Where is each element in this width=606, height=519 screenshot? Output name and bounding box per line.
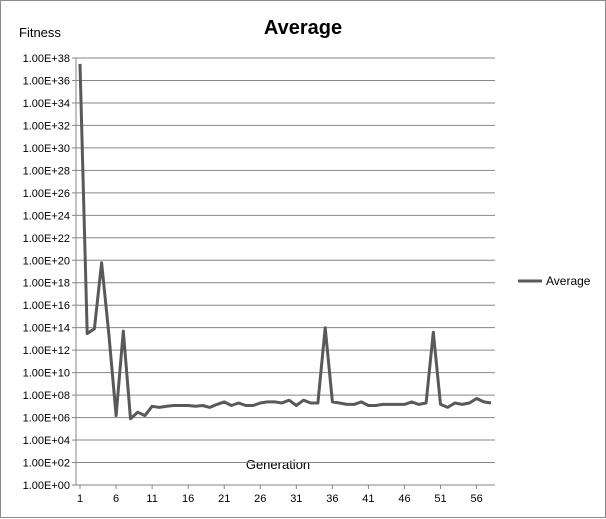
y-tick-label: 1.00E+32 bbox=[23, 120, 70, 132]
x-tick-label: 11 bbox=[146, 493, 157, 505]
x-tick-label: 56 bbox=[470, 493, 482, 505]
y-tick-label: 1.00E+24 bbox=[23, 210, 70, 222]
x-tick-label: 21 bbox=[218, 493, 230, 505]
y-tick-label: 1.00E+38 bbox=[23, 53, 70, 65]
x-tick-label: 51 bbox=[434, 493, 446, 505]
y-tick-label: 1.00E+14 bbox=[23, 323, 70, 335]
y-tick-label: 1.00E+30 bbox=[23, 143, 70, 155]
x-tick-label: 26 bbox=[254, 493, 266, 505]
gridlines bbox=[72, 57, 495, 486]
series-line-average bbox=[78, 63, 492, 421]
chart-title: Average bbox=[264, 17, 342, 39]
y-tick-label: 1.00E+16 bbox=[23, 300, 70, 312]
y-tick-label: 1.00E+28 bbox=[23, 165, 70, 177]
x-tick-label: 16 bbox=[182, 493, 194, 505]
y-tick-labels: 1.00E+00 1.00E+02 1.00E+04 1.00E+06 1.00E+08… bbox=[23, 53, 70, 492]
x-tick-label: 46 bbox=[398, 493, 410, 505]
y-tick-label: 1.00E+10 bbox=[23, 368, 70, 380]
axes bbox=[75, 58, 495, 486]
x-tick-label: 6 bbox=[113, 493, 119, 505]
y-tick-label: 1.00E+18 bbox=[23, 278, 70, 290]
x-tick-labels: 1 6 11 16 21 26 31 36 41 46 51 56 bbox=[77, 485, 483, 505]
y-tick-label: 1.00E+02 bbox=[23, 458, 70, 470]
x-tick-label: 1 bbox=[77, 493, 83, 505]
y-tick-label: 1.00E+08 bbox=[23, 390, 70, 402]
x-tick-label: 31 bbox=[290, 493, 302, 505]
y-tick-label: 1.00E+26 bbox=[23, 188, 70, 200]
legend-label: Average bbox=[546, 274, 591, 288]
y-tick-label: 1.00E+06 bbox=[23, 413, 70, 425]
y-tick-label: 1.00E+34 bbox=[23, 98, 70, 110]
x-tick-label: 41 bbox=[362, 493, 374, 505]
y-tick-label: 1.00E+22 bbox=[23, 233, 70, 245]
y-tick-label: 1.00E+36 bbox=[23, 75, 70, 87]
legend: Average bbox=[518, 274, 591, 288]
y-tick-label: 1.00E+20 bbox=[23, 255, 70, 267]
x-tick-label: 36 bbox=[326, 493, 338, 505]
x-axis-label: Generation bbox=[246, 457, 310, 472]
series-layer bbox=[78, 63, 492, 421]
y-tick-label: 1.00E+00 bbox=[23, 480, 70, 492]
y-axis-label: Fitness bbox=[19, 25, 61, 40]
y-tick-label: 1.00E+12 bbox=[23, 345, 70, 357]
y-tick-label: 1.00E+04 bbox=[23, 435, 70, 447]
